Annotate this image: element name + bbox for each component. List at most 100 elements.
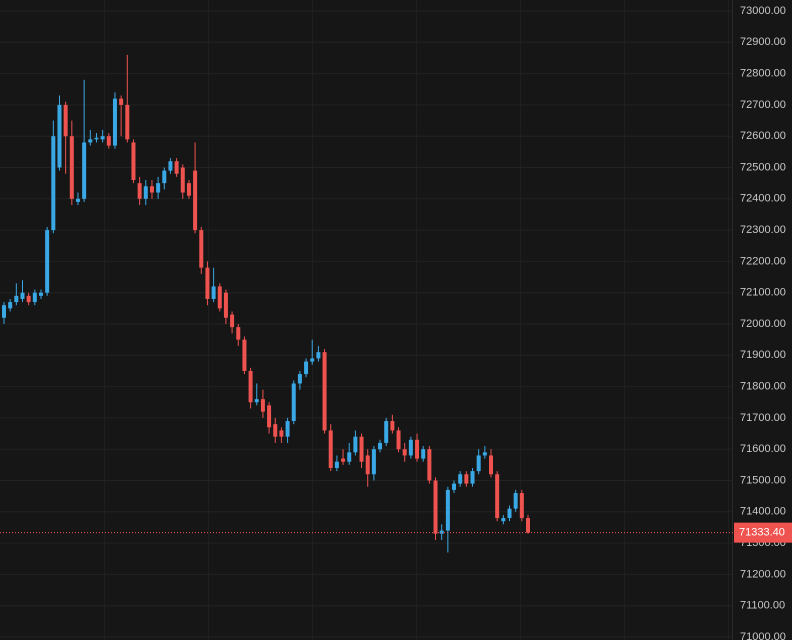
candle-body <box>365 455 370 475</box>
candle-body <box>32 292 37 303</box>
y-tick-label: 71100.00 <box>740 600 785 612</box>
candle-body <box>112 98 117 146</box>
candle-body <box>501 518 506 522</box>
candle-body <box>396 430 401 450</box>
candle-body <box>279 430 284 437</box>
candle-body <box>304 361 309 375</box>
candle-body <box>156 183 161 193</box>
candle-body <box>174 161 179 174</box>
candle-body <box>94 137 99 140</box>
candle-body <box>507 508 512 519</box>
candle-body <box>248 370 253 403</box>
y-tick-label: 72700.00 <box>740 99 786 111</box>
candle-body <box>88 139 93 143</box>
candle-body <box>433 480 438 534</box>
candle-body <box>328 430 333 468</box>
y-tick-label: 72400.00 <box>740 193 786 205</box>
candle-body <box>445 489 450 531</box>
candle-body <box>421 449 426 459</box>
candle-body <box>316 352 321 359</box>
candle-body <box>476 455 481 472</box>
candle-body <box>310 358 315 362</box>
candle-body <box>482 452 487 456</box>
candle-body <box>180 167 185 193</box>
y-tick-label: 72600.00 <box>740 130 786 142</box>
candle-body <box>273 424 278 437</box>
candle-body <box>260 399 265 412</box>
candle-body <box>217 286 222 309</box>
candle-body <box>513 493 518 509</box>
candle-body <box>8 302 13 309</box>
y-tick-label: 72200.00 <box>740 255 786 267</box>
candle-body <box>334 461 339 468</box>
candle-body <box>526 518 530 533</box>
candle-body <box>186 183 191 196</box>
candle-body <box>267 405 272 428</box>
y-tick-label: 71500.00 <box>740 474 786 486</box>
candle-body <box>359 436 364 462</box>
candle-body <box>2 305 6 318</box>
y-tick-label: 72100.00 <box>740 287 786 299</box>
candle-body <box>125 104 130 140</box>
candle-body <box>452 483 457 490</box>
candle-body <box>168 161 173 171</box>
candle-body <box>291 383 296 422</box>
candle-body <box>143 186 148 199</box>
candle-body <box>75 198 80 202</box>
last-price-box <box>734 522 792 543</box>
candle-body <box>230 314 235 328</box>
y-tick-label: 72300.00 <box>740 224 786 236</box>
candle-body <box>408 439 413 456</box>
candle-body <box>106 136 111 146</box>
candle-body <box>236 327 241 340</box>
candle-body <box>119 98 124 105</box>
y-tick-label: 71800.00 <box>740 381 786 393</box>
candle-body <box>26 295 31 303</box>
candle-body <box>211 286 216 299</box>
candle-body <box>458 474 463 484</box>
candle-body <box>100 136 105 140</box>
candle-body <box>20 292 25 299</box>
candle-body <box>199 230 204 268</box>
candle-body <box>82 142 87 199</box>
candle-body <box>427 449 432 481</box>
candle-body <box>137 183 142 199</box>
candle-body <box>470 471 475 484</box>
candle-body <box>402 449 407 456</box>
candle-body <box>254 399 259 403</box>
candle-body <box>149 186 154 193</box>
candle-body <box>14 295 19 303</box>
y-tick-label: 71000.00 <box>740 631 786 640</box>
candle-body <box>63 104 68 137</box>
y-tick-label: 71900.00 <box>740 349 786 361</box>
candle-body <box>464 474 469 484</box>
candle-body <box>38 292 43 296</box>
candle-body <box>242 339 247 371</box>
y-tick-label: 72900.00 <box>740 36 786 48</box>
candle-body <box>162 170 167 184</box>
candle-body <box>322 352 327 431</box>
candle-body <box>341 458 346 462</box>
candle-body <box>390 421 395 431</box>
candle-body <box>347 452 352 462</box>
y-tick-label: 72000.00 <box>740 318 786 330</box>
candle-body <box>57 104 62 168</box>
candle-body <box>223 292 228 318</box>
candle-body <box>193 170 198 231</box>
y-tick-label: 72500.00 <box>740 161 786 173</box>
y-tick-label: 71700.00 <box>740 412 786 424</box>
y-tick-label: 71600.00 <box>740 443 786 455</box>
y-tick-label: 73000.00 <box>740 5 786 17</box>
candle-body <box>415 439 420 459</box>
last-price-label: 71333.40 <box>739 527 785 539</box>
candle-body <box>489 455 494 475</box>
candle-body <box>384 421 389 443</box>
candle-body <box>51 136 56 231</box>
candle-body <box>205 267 210 299</box>
candle-body <box>439 530 444 534</box>
candle-body <box>495 474 500 519</box>
candle-body <box>378 442 383 450</box>
y-tick-label: 71200.00 <box>740 568 786 580</box>
